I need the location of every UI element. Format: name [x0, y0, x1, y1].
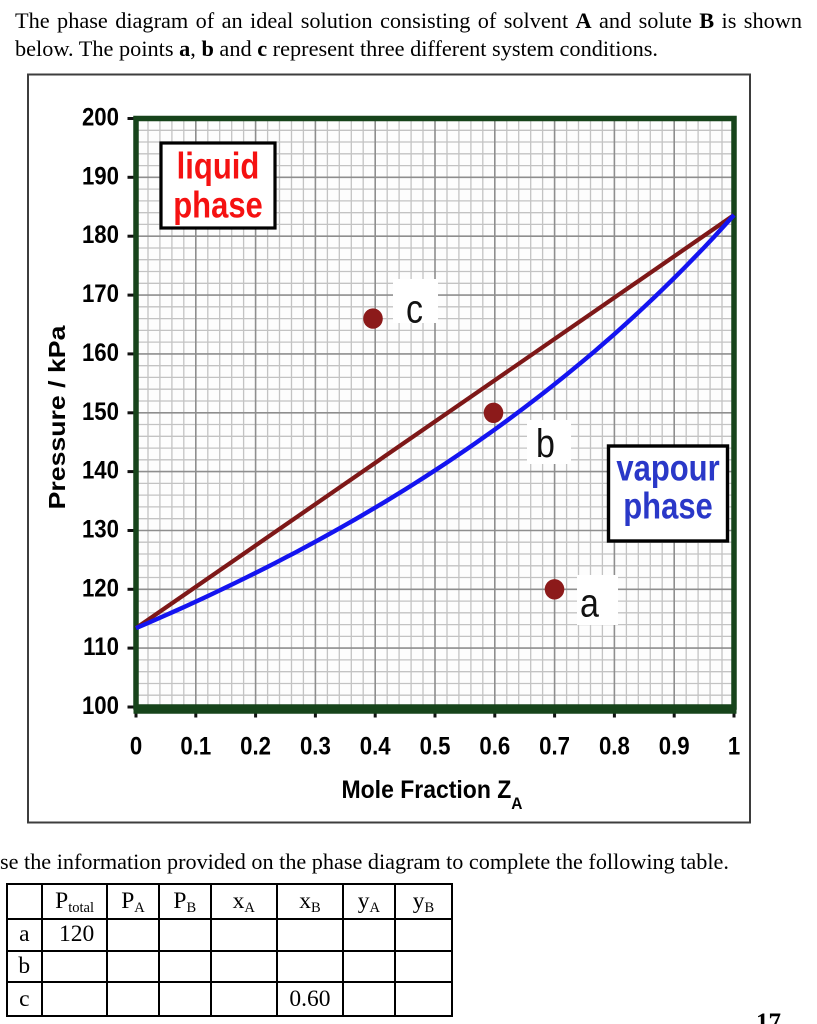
svg-text:phase: phase: [623, 486, 713, 527]
svg-text:0: 0: [130, 732, 142, 761]
svg-text:0.1: 0.1: [180, 732, 211, 761]
svg-text:140: 140: [82, 456, 119, 485]
svg-text:1: 1: [728, 732, 740, 761]
svg-text:0.9: 0.9: [659, 732, 690, 761]
svg-text:Pressure / kPa: Pressure / kPa: [44, 325, 70, 510]
svg-text:200: 200: [82, 103, 119, 132]
svg-text:0.7: 0.7: [539, 732, 570, 761]
svg-text:190: 190: [82, 162, 119, 191]
svg-text:liquid: liquid: [177, 146, 260, 187]
svg-text:110: 110: [83, 633, 119, 662]
svg-text:phase: phase: [173, 185, 263, 226]
svg-text:0.2: 0.2: [240, 732, 271, 761]
svg-text:c: c: [406, 286, 423, 331]
svg-text:0.4: 0.4: [360, 732, 392, 761]
svg-text:100: 100: [82, 692, 119, 721]
svg-text:170: 170: [82, 280, 119, 309]
svg-text:0.3: 0.3: [300, 732, 331, 761]
svg-text:180: 180: [82, 221, 119, 250]
svg-text:150: 150: [82, 397, 119, 426]
svg-text:0.5: 0.5: [420, 732, 451, 761]
svg-text:0.6: 0.6: [479, 732, 510, 761]
svg-text:120: 120: [82, 574, 119, 603]
svg-text:0.8: 0.8: [599, 732, 630, 761]
svg-text:b: b: [536, 420, 555, 465]
svg-text:160: 160: [82, 339, 119, 368]
svg-text:130: 130: [82, 515, 119, 544]
svg-text:a: a: [580, 580, 599, 625]
svg-text:vapour: vapour: [616, 448, 719, 489]
